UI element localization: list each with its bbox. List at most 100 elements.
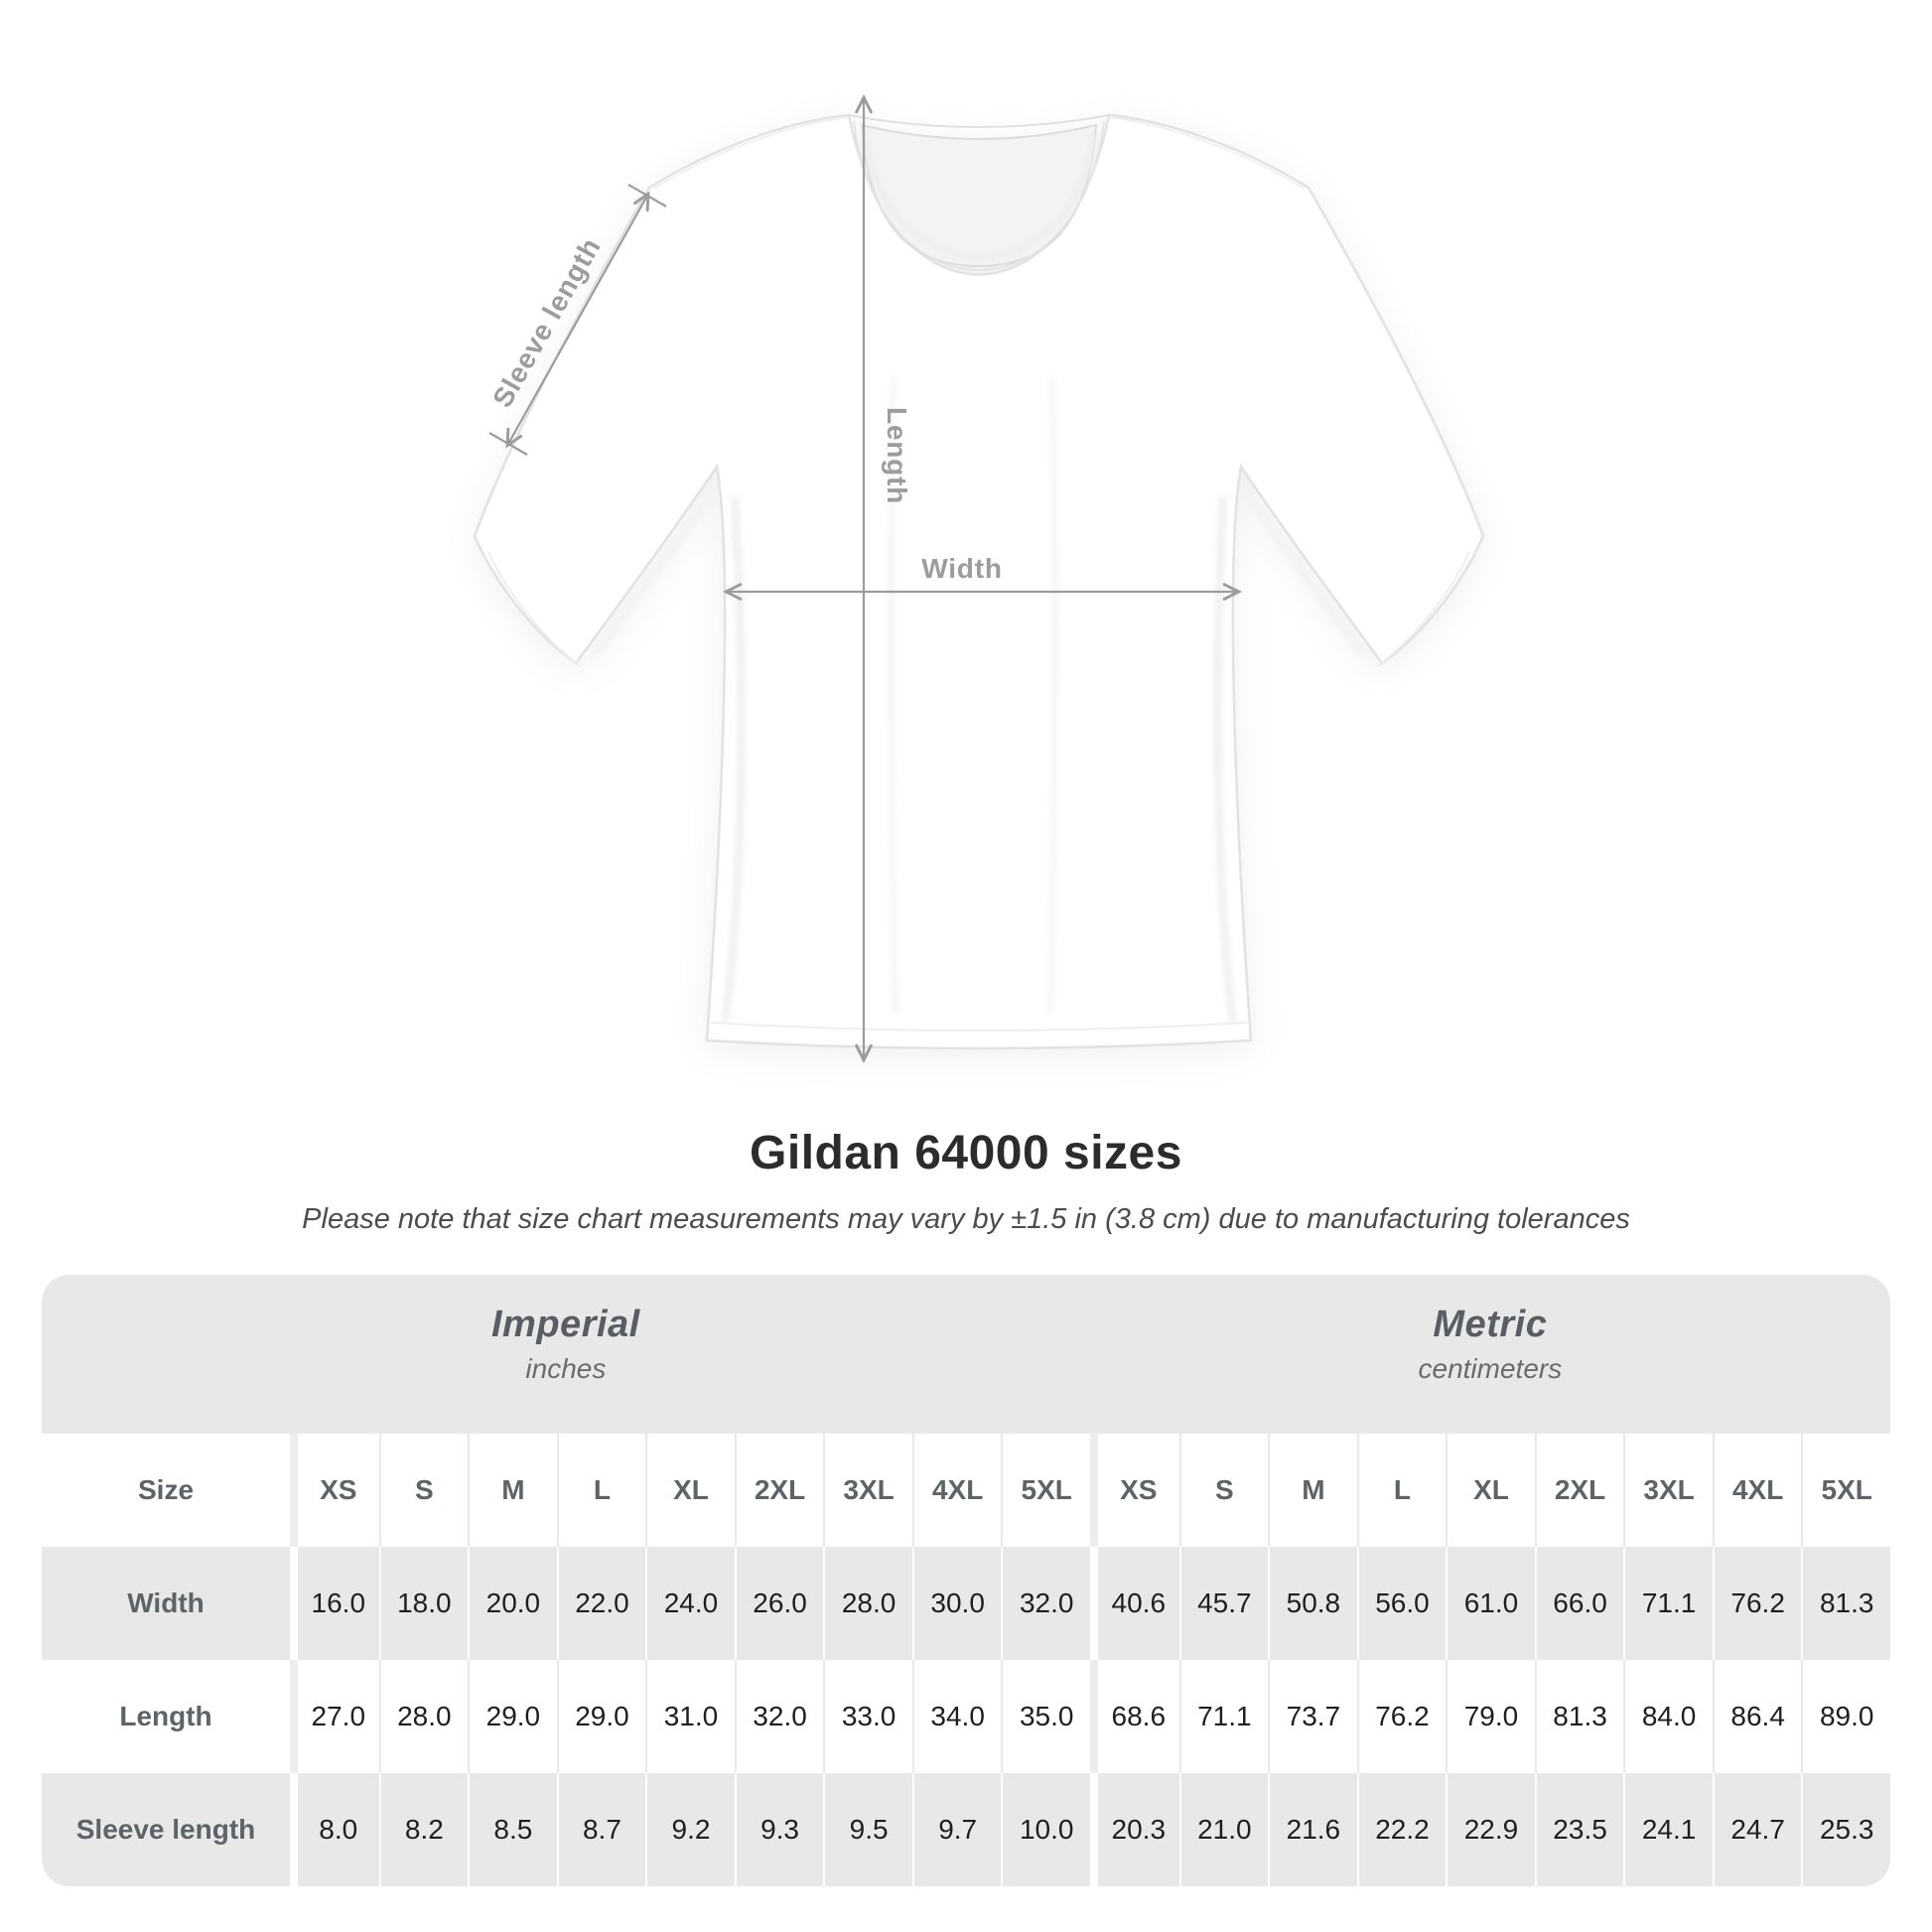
value-cell: 30.0 bbox=[911, 1547, 1002, 1660]
size-col-header: XS bbox=[290, 1434, 379, 1547]
value-cell: 9.3 bbox=[734, 1773, 824, 1886]
sleeve-dimension-tick-bottom bbox=[488, 432, 528, 456]
width-label: Width bbox=[921, 553, 1003, 584]
metric-group-unit: centimeters bbox=[1418, 1353, 1563, 1384]
value-cell: 21.0 bbox=[1178, 1773, 1269, 1886]
size-col-header: S bbox=[1178, 1434, 1269, 1547]
value-cell: 32.0 bbox=[1001, 1547, 1090, 1660]
value-cell: 40.6 bbox=[1090, 1547, 1179, 1660]
size-col-header: 2XL bbox=[1534, 1434, 1624, 1547]
value-cell: 79.0 bbox=[1446, 1660, 1535, 1773]
value-cell: 71.1 bbox=[1178, 1660, 1269, 1773]
value-cell: 29.0 bbox=[468, 1660, 557, 1773]
size-col-header: L bbox=[556, 1434, 646, 1547]
size-col-header: M bbox=[468, 1434, 557, 1547]
value-cell: 68.6 bbox=[1090, 1660, 1179, 1773]
size-col-header: XS bbox=[1090, 1434, 1179, 1547]
sleeve-length-row: Sleeve length 8.0 8.2 8.5 8.7 9.2 9.3 9.… bbox=[42, 1773, 1890, 1886]
right-cuff-seam bbox=[1375, 551, 1470, 668]
size-col-header: 2XL bbox=[734, 1434, 824, 1547]
size-col-header: 4XL bbox=[1712, 1434, 1802, 1547]
sleeve-dimension-line bbox=[505, 191, 650, 449]
value-cell: 25.3 bbox=[1801, 1773, 1890, 1886]
size-col-header: 3XL bbox=[1623, 1434, 1713, 1547]
value-cell: 8.0 bbox=[290, 1773, 379, 1886]
units-band: Imperial inches Metric centimeters bbox=[42, 1275, 1890, 1434]
tshirt-body bbox=[473, 113, 1485, 1050]
value-cell: 9.7 bbox=[911, 1773, 1002, 1886]
size-header-label: Size bbox=[137, 1474, 195, 1505]
size-col-header: 3XL bbox=[823, 1434, 912, 1547]
value-cell: 34.0 bbox=[911, 1660, 1002, 1773]
metric-group-header: Metric centimeters bbox=[1090, 1275, 1890, 1434]
right-shoulder-seam bbox=[1108, 116, 1306, 190]
imperial-group-unit: inches bbox=[525, 1353, 607, 1384]
value-cell: 8.5 bbox=[468, 1773, 557, 1886]
value-cell: 45.7 bbox=[1178, 1547, 1269, 1660]
tshirt-image bbox=[473, 93, 1485, 1064]
value-cell: 8.2 bbox=[378, 1773, 469, 1886]
value-cell: 89.0 bbox=[1801, 1660, 1890, 1773]
page-title: Gildan 64000 sizes bbox=[750, 1127, 1182, 1179]
value-cell: 22.9 bbox=[1446, 1773, 1535, 1886]
size-header-row: Size XS S M L XL 2XL 3XL 4XL 5XL XS S M … bbox=[42, 1434, 1890, 1547]
size-col-header: 5XL bbox=[1801, 1434, 1890, 1547]
value-cell: 23.5 bbox=[1534, 1773, 1624, 1886]
collar-stitch-seam bbox=[853, 120, 1105, 271]
size-col-header: L bbox=[1356, 1434, 1447, 1547]
value-cell: 81.3 bbox=[1801, 1547, 1890, 1660]
value-cell: 86.4 bbox=[1712, 1660, 1802, 1773]
size-table: Imperial inches Metric centimeters Size … bbox=[42, 1275, 1890, 1886]
value-cell: 56.0 bbox=[1356, 1547, 1447, 1660]
value-cell: 35.0 bbox=[1001, 1660, 1090, 1773]
left-cuff-seam bbox=[487, 551, 583, 668]
tolerance-note: Please note that size chart measurements… bbox=[302, 1203, 1630, 1235]
value-cell: 20.3 bbox=[1090, 1773, 1179, 1886]
hem-seam bbox=[710, 1022, 1248, 1032]
value-cell: 10.0 bbox=[1001, 1773, 1090, 1886]
value-cell: 18.0 bbox=[378, 1547, 469, 1660]
value-cell: 31.0 bbox=[645, 1660, 735, 1773]
value-cell: 9.5 bbox=[823, 1773, 912, 1886]
value-cell: 28.0 bbox=[823, 1547, 912, 1660]
imperial-group-header: Imperial inches bbox=[42, 1275, 1090, 1434]
value-cell: 21.6 bbox=[1268, 1773, 1357, 1886]
value-cell: 33.0 bbox=[823, 1660, 912, 1773]
value-cell: 76.2 bbox=[1712, 1547, 1802, 1660]
row-label: Width bbox=[127, 1587, 205, 1618]
value-cell: 9.2 bbox=[645, 1773, 735, 1886]
length-label: Length bbox=[882, 406, 912, 505]
value-cell: 50.8 bbox=[1268, 1547, 1357, 1660]
size-col-header: 4XL bbox=[911, 1434, 1002, 1547]
value-cell: 81.3 bbox=[1534, 1660, 1624, 1773]
size-col-header: 5XL bbox=[1001, 1434, 1090, 1547]
metric-group-name: Metric bbox=[1433, 1304, 1548, 1345]
value-cell: 8.7 bbox=[556, 1773, 646, 1886]
value-cell: 26.0 bbox=[734, 1547, 824, 1660]
value-cell: 27.0 bbox=[290, 1660, 379, 1773]
value-cell: 24.1 bbox=[1623, 1773, 1713, 1886]
sleeve-dimension-tick-top bbox=[627, 184, 667, 207]
value-cell: 84.0 bbox=[1623, 1660, 1713, 1773]
size-col-header: M bbox=[1268, 1434, 1357, 1547]
value-cell: 29.0 bbox=[556, 1660, 646, 1773]
value-cell: 61.0 bbox=[1446, 1547, 1535, 1660]
width-row: Width 16.0 18.0 20.0 22.0 24.0 26.0 28.0… bbox=[42, 1547, 1890, 1660]
size-col-header: XL bbox=[1446, 1434, 1535, 1547]
size-col-header: XL bbox=[645, 1434, 735, 1547]
size-col-header: S bbox=[378, 1434, 469, 1547]
value-cell: 16.0 bbox=[290, 1547, 379, 1660]
tshirt-collar bbox=[860, 123, 1098, 268]
left-shoulder-seam bbox=[652, 116, 850, 190]
value-cell: 71.1 bbox=[1623, 1547, 1713, 1660]
value-cell: 32.0 bbox=[734, 1660, 824, 1773]
value-cell: 24.7 bbox=[1712, 1773, 1802, 1886]
length-row: Length 27.0 28.0 29.0 29.0 31.0 32.0 33.… bbox=[42, 1660, 1890, 1773]
imperial-group-name: Imperial bbox=[491, 1304, 640, 1345]
fabric-shading bbox=[593, 133, 1365, 1024]
row-label: Length bbox=[119, 1701, 212, 1731]
value-cell: 66.0 bbox=[1534, 1547, 1624, 1660]
row-label: Sleeve length bbox=[75, 1814, 256, 1845]
value-cell: 76.2 bbox=[1356, 1660, 1447, 1773]
